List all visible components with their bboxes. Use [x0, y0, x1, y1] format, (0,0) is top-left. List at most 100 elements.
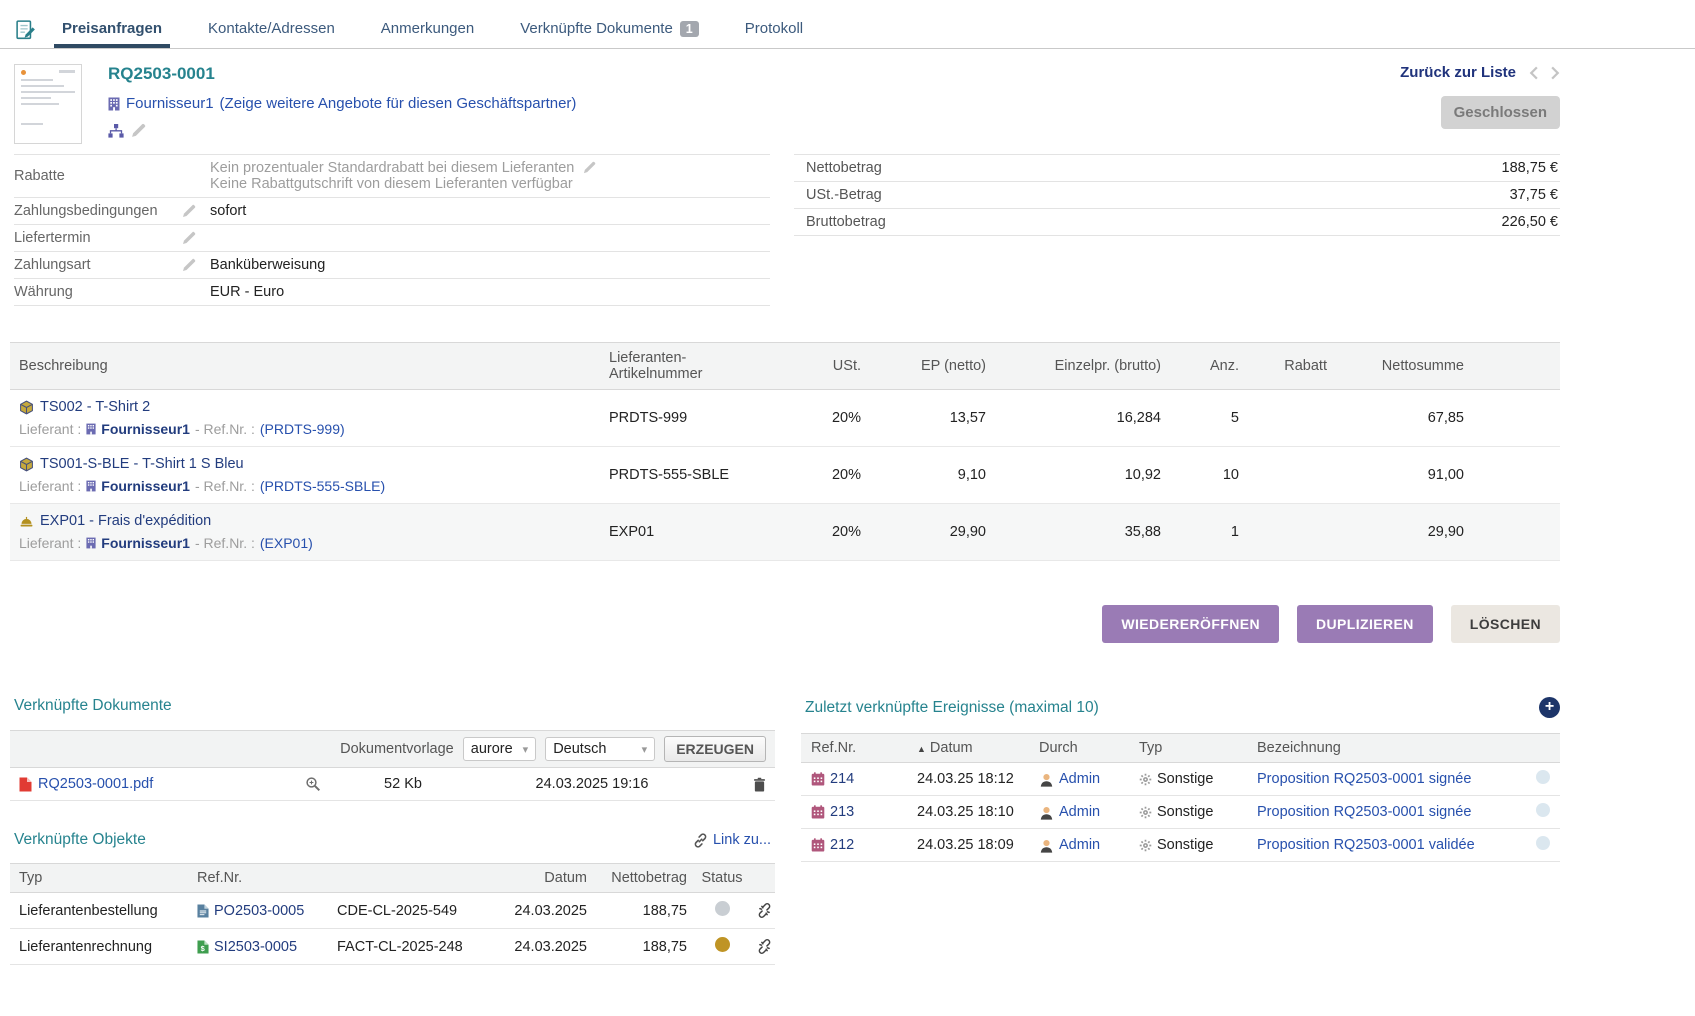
tab-protokoll[interactable]: Protokoll: [737, 14, 811, 48]
event-row: 212 24.03.25 18:09 Admin Sonstige Propos…: [801, 829, 1560, 862]
line-supplier-link[interactable]: Fournisseur1: [101, 421, 190, 437]
event-ref-link[interactable]: 214: [830, 771, 854, 787]
tab-kontakte-adressen[interactable]: Kontakte/Adressen: [200, 14, 343, 48]
tab-count-badge: 1: [680, 21, 699, 37]
cell-vat: 20%: [785, 390, 870, 447]
chevron-right-icon[interactable]: [1551, 66, 1560, 80]
ref-label: - Ref.Nr. :: [195, 478, 255, 494]
linked-events-title: Zuletzt verknüpfte Ereignisse (maximal 1…: [801, 699, 1099, 717]
supplier-label: Lieferant :: [19, 535, 81, 551]
language-select[interactable]: Deutsch: [545, 737, 655, 761]
delete-button[interactable]: LÖSCHEN: [1451, 605, 1560, 643]
sort-asc-icon[interactable]: [917, 740, 930, 756]
edit-pencil-icon[interactable]: [182, 231, 210, 245]
page-title-ref[interactable]: RQ2503-0001: [108, 64, 576, 84]
action-button-bar: WIEDERERÖFFNEN DUPLIZIEREN LÖSCHEN: [0, 605, 1560, 643]
add-event-button[interactable]: [1539, 697, 1560, 718]
totals-panel: Nettobetrag 188,75 € USt.-Betrag 37,75 €…: [794, 154, 1560, 306]
supplier-note-link[interactable]: (Zeige weitere Angebote für diesen Gesch…: [220, 95, 577, 112]
total-row-gross: Bruttobetrag 226,50 €: [794, 209, 1560, 236]
calendar-icon: [811, 838, 825, 852]
product-link[interactable]: TS001-S-BLE - T-Shirt 1 S Bleu: [40, 456, 244, 472]
supplier-link[interactable]: Fournisseur1: [126, 95, 214, 112]
event-row: 213 24.03.25 18:10 Admin Sonstige Propos…: [801, 796, 1560, 829]
field-value: Banküberweisung: [210, 257, 770, 273]
field-label: Rabatte: [14, 168, 182, 184]
link-to-action[interactable]: Link zu...: [693, 832, 775, 848]
chevron-left-icon[interactable]: [1529, 66, 1538, 80]
col-label: Bezeichnung: [1257, 740, 1510, 756]
discount-line2: Keine Rabattgutschrift von diesem Liefer…: [210, 176, 573, 192]
template-select[interactable]: aurore: [463, 737, 536, 761]
template-selected-value: aurore: [471, 741, 513, 757]
object-ref-link[interactable]: SI2503-0005: [214, 939, 297, 955]
back-to-list-link[interactable]: Zurück zur Liste: [1400, 64, 1516, 81]
pdf-icon: [19, 777, 32, 792]
supplier-ref-link[interactable]: (EXP01): [260, 535, 313, 551]
event-ref-link[interactable]: 213: [830, 804, 854, 820]
object-amount: 188,75: [587, 939, 687, 955]
cell-discount: [1248, 390, 1336, 447]
object-ref2: CDE-CL-2025-549: [337, 903, 497, 919]
fields-panel: Rabatte Kein prozentualer Standardrabatt…: [14, 154, 770, 306]
line-row: TS002 - T-Shirt 2 Lieferant : Fournisseu…: [10, 390, 1560, 447]
object-type: Lieferantenrechnung: [19, 939, 197, 955]
unlink-icon[interactable]: [757, 903, 784, 918]
thumb-logo: [21, 70, 26, 75]
generate-button[interactable]: ERZEUGEN: [664, 736, 766, 762]
col-total: Nettosumme: [1336, 343, 1473, 390]
line-supplier-link[interactable]: Fournisseur1: [101, 535, 190, 551]
event-user-link[interactable]: Admin: [1059, 837, 1100, 853]
linked-object-row: Lieferantenrechnung $ SI2503-0005 FACT-C…: [10, 929, 775, 965]
tab-verknuepfte-dokumente[interactable]: Verknüpfte Dokumente1: [512, 14, 707, 48]
event-user-link[interactable]: Admin: [1059, 771, 1100, 787]
preview-magnifier-icon[interactable]: [287, 776, 339, 792]
col-unit-net: EP (netto): [870, 343, 995, 390]
object-ref-link[interactable]: PO2503-0005: [214, 903, 304, 919]
user-avatar: [1039, 805, 1054, 820]
cell-supplier-article: EXP01: [600, 504, 785, 561]
total-label: Nettobetrag: [806, 160, 882, 176]
col-date: Datum: [497, 870, 587, 886]
reopen-button[interactable]: WIEDERERÖFFNEN: [1102, 605, 1279, 643]
tab-label: Anmerkungen: [381, 20, 474, 37]
event-user-link[interactable]: Admin: [1059, 804, 1100, 820]
document-pen-icon: [16, 20, 36, 40]
tab-preisanfragen[interactable]: Preisanfragen: [54, 14, 170, 48]
trash-icon[interactable]: [717, 777, 766, 792]
linked-documents-title: Verknüpfte Dokumente: [10, 697, 775, 715]
col-ref: Ref.Nr.: [811, 740, 917, 756]
lines-header-row: Beschreibung Lieferanten-Artikelnummer U…: [10, 343, 1560, 390]
tab-anmerkungen[interactable]: Anmerkungen: [373, 14, 482, 48]
edit-pencil-icon[interactable]: [182, 258, 210, 272]
object-banner: RQ2503-0001 Fournisseur1 (Zeige weitere …: [0, 49, 1695, 152]
event-label-link[interactable]: Proposition RQ2503-0001 signée: [1257, 804, 1510, 820]
line-supplier-link[interactable]: Fournisseur1: [101, 478, 190, 494]
duplicate-button[interactable]: DUPLIZIEREN: [1297, 605, 1433, 643]
supplier-ref-link[interactable]: (PRDTS-555-SBLE): [260, 478, 385, 494]
document-file-link[interactable]: RQ2503-0001.pdf: [38, 776, 153, 792]
supplier-ref-link[interactable]: (PRDTS-999): [260, 421, 345, 437]
event-label-link[interactable]: Proposition RQ2503-0001 validée: [1257, 837, 1510, 853]
cell-vat: 20%: [785, 447, 870, 504]
edit-pencil-icon[interactable]: [131, 123, 146, 138]
edit-pencil-icon[interactable]: [182, 204, 210, 218]
cell-supplier-article: PRDTS-555-SBLE: [600, 447, 785, 504]
product-link[interactable]: TS002 - T-Shirt 2: [40, 399, 150, 415]
edit-pencil-icon[interactable]: [583, 161, 596, 174]
document-file-date: 24.03.2025 19:16: [467, 776, 717, 792]
status-dot-validated: [715, 937, 730, 952]
project-tree-icon[interactable]: [108, 124, 124, 138]
building-icon: [86, 423, 96, 435]
language-selected-value: Deutsch: [553, 741, 606, 757]
product-cube-icon: [19, 457, 34, 472]
event-label-link[interactable]: Proposition RQ2503-0001 signée: [1257, 771, 1510, 787]
tab-label: Kontakte/Adressen: [208, 20, 335, 37]
total-value: 37,75 €: [1510, 187, 1558, 203]
unlink-icon[interactable]: [757, 939, 784, 954]
event-ref-link[interactable]: 212: [830, 837, 854, 853]
service-link[interactable]: EXP01 - Frais d'expédition: [40, 513, 211, 529]
field-value: sofort: [210, 203, 770, 219]
document-preview-thumbnail[interactable]: [14, 64, 82, 144]
discount-line1: Kein prozentualer Standardrabatt bei die…: [210, 160, 574, 176]
